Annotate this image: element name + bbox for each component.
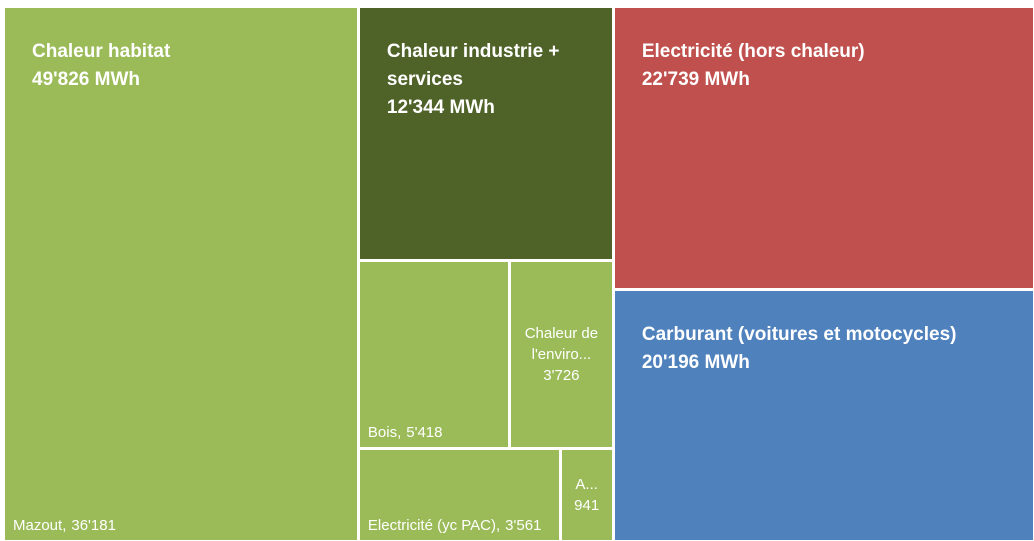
group-value: 12'344 MWh xyxy=(386,97,495,118)
group-name: Chaleur industrie + services xyxy=(386,41,560,90)
tile-name: Electricité (yc PAC), xyxy=(367,516,501,534)
tile-value: 941 xyxy=(574,497,600,515)
treemap-tile: Bois, 5'418 xyxy=(359,262,508,448)
treemap-tile xyxy=(614,8,1033,289)
tile-label: Mazout, 36'181 xyxy=(13,515,349,536)
group-value: 22'739 MWh xyxy=(641,69,750,90)
treemap-tile: A... 941 xyxy=(561,450,612,540)
group-label: Chaleur habitat 49'826 MWh xyxy=(32,38,170,94)
tile-label: Chaleur de l'enviro... 3'726 xyxy=(514,323,609,386)
tile-name: Chaleur de l'enviro... xyxy=(524,325,599,364)
tile-value: 3'726 xyxy=(543,367,580,385)
tile-label: Electricité (yc PAC), 3'561 xyxy=(368,515,551,536)
treemap-tile xyxy=(614,291,1033,540)
tile-name: Mazout, xyxy=(13,517,67,534)
tile-name: Bois, xyxy=(367,424,402,442)
tile-name: A... xyxy=(575,476,598,494)
group-name: Chaleur habitat xyxy=(32,41,171,62)
group-label: Chaleur industrie + services 12'344 MWh xyxy=(387,38,592,122)
treemap-tile: Mazout, 36'181 xyxy=(5,8,357,540)
group-value: 20'196 MWh xyxy=(641,352,750,374)
group-name: Electricité (hors chaleur) xyxy=(641,41,865,62)
group-value: 49'826 MWh xyxy=(32,69,140,90)
tile-value: 3'561 xyxy=(505,516,542,534)
tile-label: A... 941 xyxy=(574,474,599,516)
tile-value: 5'418 xyxy=(406,424,443,442)
treemap-tile xyxy=(359,8,612,260)
treemap-tile: Electricité (yc PAC), 3'561 xyxy=(359,450,559,540)
group-label: Electricité (hors chaleur) 22'739 MWh xyxy=(642,38,865,94)
group-label: Carburant (voitures et motocycles) 20'196… xyxy=(642,321,957,377)
group-name: Carburant (voitures et motocycles) xyxy=(641,324,957,346)
treemap-tile: Chaleur de l'enviro... 3'726 xyxy=(510,262,612,448)
tile-label: Bois, 5'418 xyxy=(368,422,500,443)
tile-value: 36'181 xyxy=(71,517,116,534)
